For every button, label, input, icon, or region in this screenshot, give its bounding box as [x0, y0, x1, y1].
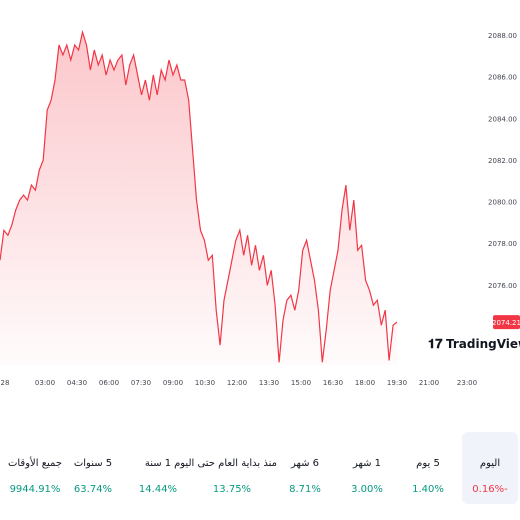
area — [0, 32, 397, 365]
period-change: 3.00% — [351, 484, 383, 495]
period-tab[interactable]: 6 شهر 8.71% — [280, 432, 330, 504]
y-tick-label: 2082.00 — [488, 157, 517, 165]
period-tab[interactable]: 1 شهر 3.00% — [342, 432, 392, 504]
period-label: 5 يوم — [416, 458, 440, 469]
period-change: 8.71% — [289, 484, 321, 495]
x-tick-label: 28 — [1, 379, 10, 387]
x-tick-label: 19:30 — [387, 379, 407, 387]
period-tab[interactable]: 5 سنوات 63.74% — [65, 432, 121, 504]
x-tick-label: 09:00 — [163, 379, 183, 387]
period-label: منذ بداية العام حتى اليوم — [174, 458, 277, 469]
tradingview-logo: 𝟏𝟕 TradingView — [428, 337, 520, 352]
y-tick-label: 2086.00 — [488, 74, 517, 82]
period-change: 63.74% — [73, 484, 113, 495]
chart: 𝟏𝟕 TradingView 2076.00 2078.00 2080.00 2082… — [0, 29, 520, 387]
x-tick-label: 18:00 — [355, 379, 375, 387]
y-tick-label: 2078.00 — [488, 240, 517, 248]
price-line — [0, 29, 398, 363]
x-tick-label: 03:00 — [35, 379, 55, 387]
period-change: 9944.91% — [9, 484, 61, 495]
y-tick-label: 2088.00 — [488, 32, 517, 40]
logo-mark: 𝟏𝟕 — [428, 337, 443, 352]
period-change: -0.16% — [472, 484, 508, 495]
period-tab[interactable]: جميع الأوقات 9944.91% — [3, 432, 67, 504]
logo-text: TradingView — [446, 337, 520, 351]
last-price-label: 2074.21 — [492, 319, 520, 327]
period-label: 1 سنة — [144, 458, 172, 469]
period-change: 13.75% — [212, 484, 252, 495]
x-tick-label: 12:00 — [227, 379, 247, 387]
x-tick-label: 21:00 — [419, 379, 439, 387]
period-tab[interactable]: 5 يوم 1.40% — [403, 432, 453, 504]
period-label: اليوم — [479, 458, 501, 469]
x-tick-label: 06:00 — [99, 379, 119, 387]
period-label: 6 شهر — [290, 458, 320, 469]
period-tab[interactable]: منذ بداية العام حتى اليوم 13.75% — [174, 432, 277, 504]
period-label: جميع الأوقات — [7, 458, 63, 469]
period-label: 1 شهر — [352, 458, 382, 469]
x-tick-label: 10:30 — [195, 379, 215, 387]
x-tick-label: 04:30 — [67, 379, 87, 387]
period-label: 5 سنوات — [73, 458, 113, 469]
y-tick-label: 2080.00 — [488, 199, 517, 207]
period-tab[interactable]: اليوم -0.16% — [462, 432, 518, 504]
period-change: 1.40% — [412, 484, 444, 495]
x-tick-label: 23:00 — [457, 379, 477, 387]
x-tick-label: 15:00 — [291, 379, 311, 387]
y-tick-label: 2076.00 — [488, 282, 517, 290]
x-tick-label: 13:30 — [259, 379, 279, 387]
period-tab[interactable]: 1 سنة 14.44% — [133, 432, 183, 504]
x-tick-label: 16:30 — [323, 379, 343, 387]
period-change: 14.44% — [138, 484, 178, 495]
y-tick-label: 2084.00 — [488, 115, 517, 123]
last-price-box — [493, 315, 520, 330]
x-tick-label: 07:30 — [131, 379, 151, 387]
